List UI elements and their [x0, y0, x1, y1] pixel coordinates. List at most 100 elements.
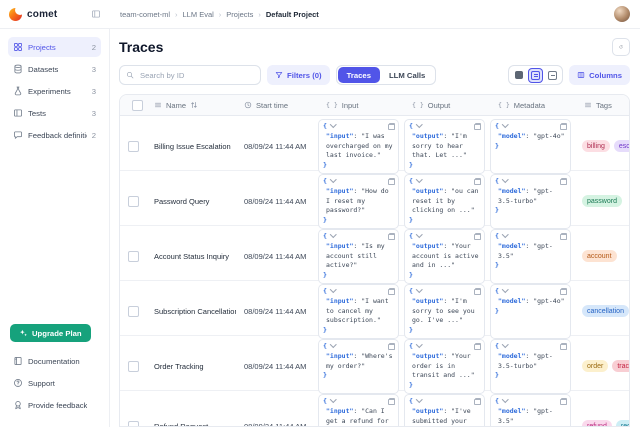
copy-icon[interactable]: [388, 178, 395, 185]
header-input[interactable]: { } Input: [326, 100, 359, 110]
copy-icon[interactable]: [560, 288, 567, 295]
chevron-down-icon[interactable]: [415, 231, 423, 238]
sidebar-item-tests[interactable]: Tests 3: [8, 103, 101, 123]
input-json-viewer[interactable]: {"input": "Where's my order?"}: [318, 339, 399, 394]
output-json-viewer[interactable]: {"output": "I'm sorry to see you go. I'v…: [404, 284, 485, 339]
copy-icon[interactable]: [560, 178, 567, 185]
copy-icon[interactable]: [474, 123, 481, 130]
refresh-button[interactable]: [612, 38, 630, 56]
sidebar-item-datasets[interactable]: Datasets 3: [8, 59, 101, 79]
search-input[interactable]: [138, 69, 254, 81]
tab-traces[interactable]: Traces: [337, 67, 380, 83]
row-checkbox[interactable]: [127, 420, 139, 426]
avatar[interactable]: [614, 6, 630, 22]
row-checkbox[interactable]: [127, 140, 139, 152]
sidebar-item-projects[interactable]: Projects 2: [8, 37, 101, 57]
chevron-down-icon[interactable]: [329, 121, 337, 128]
density-small-button[interactable]: [511, 68, 526, 83]
table-row[interactable]: Billing Issue Escalation 08/09/24 11:44 A…: [120, 116, 629, 174]
metadata-json-viewer[interactable]: {"model": "gpt-3.5"}: [490, 229, 571, 284]
header-start-time[interactable]: Start time: [236, 101, 318, 110]
chevron-down-icon[interactable]: [415, 396, 423, 403]
breadcrumb-item[interactable]: Projects: [226, 9, 254, 19]
sidebar-collapse-icon[interactable]: [91, 9, 101, 19]
upgrade-plan-button[interactable]: Upgrade Plan: [10, 324, 91, 342]
row-checkbox[interactable]: [127, 195, 139, 207]
copy-icon[interactable]: [388, 123, 395, 130]
output-json-viewer[interactable]: {"output": "Your account is active and i…: [404, 229, 485, 284]
filters-button[interactable]: Filters (0): [267, 65, 330, 85]
header-tags[interactable]: Tags: [576, 101, 629, 110]
header-name[interactable]: Name: [146, 101, 236, 110]
table-row[interactable]: Subscription Cancellation 08/09/24 11:44 …: [120, 281, 629, 339]
metadata-json-viewer[interactable]: {"model": "gpt-3.5"}: [490, 394, 571, 426]
copy-icon[interactable]: [474, 398, 481, 405]
breadcrumb-item[interactable]: team-comet-ml: [120, 9, 171, 19]
copy-icon[interactable]: [560, 123, 567, 130]
copy-icon[interactable]: [560, 398, 567, 405]
chevron-down-icon[interactable]: [501, 396, 509, 403]
metadata-json-viewer[interactable]: {"model": "gpt-3.5-turbo"}: [490, 174, 571, 229]
input-json-viewer[interactable]: {"input": "I was overcharged on my last …: [318, 119, 399, 174]
density-large-button[interactable]: [545, 68, 560, 83]
row-checkbox[interactable]: [127, 250, 139, 262]
metadata-json-viewer[interactable]: {"model": "gpt-4o"}: [490, 119, 571, 174]
table-row[interactable]: Order Tracking 08/09/24 11:44 AM{"input":…: [120, 336, 629, 394]
output-json-viewer[interactable]: {"output": "I'm sorry to hear that. Let …: [404, 119, 485, 174]
table-row[interactable]: Refund Request08/09/24 11:44 AM{"input":…: [120, 391, 629, 426]
breadcrumb-item[interactable]: LLM Eval: [182, 9, 214, 19]
logo[interactable]: comet: [0, 4, 110, 21]
trace-name[interactable]: Billing Issue Escalation: [154, 141, 231, 151]
chevron-down-icon[interactable]: [501, 231, 509, 238]
chevron-down-icon[interactable]: [501, 121, 509, 128]
sidebar-item-documentation[interactable]: Documentation: [8, 351, 101, 371]
trace-name[interactable]: Order Tracking: [154, 361, 204, 371]
header-metadata[interactable]: { } Metadata: [498, 100, 546, 110]
select-all-checkbox[interactable]: [131, 99, 143, 111]
breadcrumb-item[interactable]: Default Project: [265, 9, 319, 19]
trace-name[interactable]: Subscription Cancellation: [154, 306, 236, 316]
copy-icon[interactable]: [388, 233, 395, 240]
sidebar-item-feedback-definitions[interactable]: Feedback definitions 2: [8, 125, 101, 145]
chevron-down-icon[interactable]: [415, 341, 423, 348]
chevron-down-icon[interactable]: [501, 286, 509, 293]
tab-llm-calls[interactable]: LLM Calls: [388, 70, 426, 80]
copy-icon[interactable]: [474, 288, 481, 295]
chevron-down-icon[interactable]: [415, 121, 423, 128]
copy-icon[interactable]: [474, 233, 481, 240]
input-json-viewer[interactable]: {"input": "Is my account still active?"}: [318, 229, 399, 284]
metadata-json-viewer[interactable]: {"model": "gpt-3.5-turbo"}: [490, 339, 571, 394]
header-output[interactable]: { } Output: [412, 100, 451, 110]
table-row[interactable]: Account Status Inquiry 08/09/24 11:44 AM {…: [120, 226, 629, 284]
chevron-down-icon[interactable]: [415, 176, 423, 183]
sidebar-item-support[interactable]: Support: [8, 373, 101, 393]
trace-name[interactable]: Refund Request: [146, 422, 236, 426]
chevron-down-icon[interactable]: [501, 176, 509, 183]
trace-name[interactable]: Account Status Inquiry: [154, 251, 230, 261]
output-json-viewer[interactable]: {"output": "I've submitted your refund r…: [404, 394, 485, 426]
sidebar-item-experiments[interactable]: Experiments 3: [8, 81, 101, 101]
columns-button[interactable]: Columns: [569, 65, 630, 85]
metadata-json-viewer[interactable]: {"model": "gpt-4o"}: [490, 284, 571, 339]
sort-icon[interactable]: [190, 101, 198, 109]
chevron-down-icon[interactable]: [329, 176, 337, 183]
output-json-viewer[interactable]: {"output": "ou can reset it by clicking …: [404, 174, 485, 229]
chevron-down-icon[interactable]: [501, 341, 509, 348]
copy-icon[interactable]: [388, 343, 395, 350]
copy-icon[interactable]: [388, 288, 395, 295]
chevron-down-icon[interactable]: [329, 286, 337, 293]
row-checkbox[interactable]: [127, 360, 139, 372]
chevron-down-icon[interactable]: [329, 231, 337, 238]
chevron-down-icon[interactable]: [329, 396, 337, 403]
input-json-viewer[interactable]: {"input": "Can I get a refund for my las…: [318, 394, 399, 426]
table-row[interactable]: Password Query 08/09/24 11:44 AM{"input":…: [120, 171, 629, 229]
row-checkbox[interactable]: [127, 305, 139, 317]
copy-icon[interactable]: [474, 343, 481, 350]
trace-name[interactable]: Password Query: [154, 196, 210, 206]
copy-icon[interactable]: [560, 343, 567, 350]
copy-icon[interactable]: [388, 398, 395, 405]
input-json-viewer[interactable]: {"input": "I want to cancel my subscript…: [318, 284, 399, 339]
chevron-down-icon[interactable]: [329, 341, 337, 348]
copy-icon[interactable]: [560, 233, 567, 240]
density-medium-button[interactable]: [528, 67, 544, 83]
